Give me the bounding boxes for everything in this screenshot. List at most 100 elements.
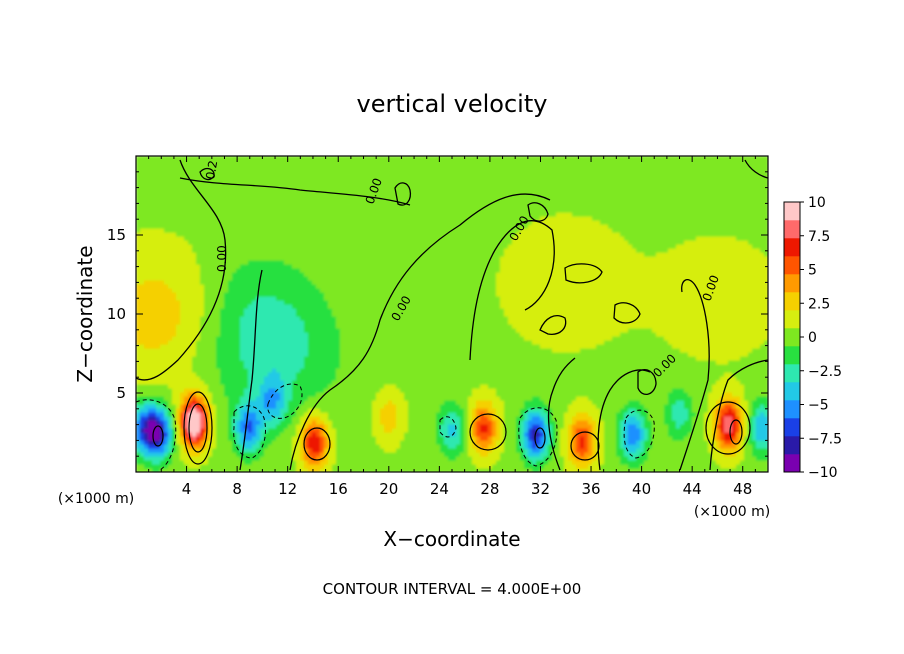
field-cell <box>328 344 333 349</box>
field-cell <box>316 196 321 201</box>
field-cell <box>236 216 241 221</box>
field-cell <box>324 356 329 361</box>
field-cell <box>272 216 277 221</box>
field-cell <box>240 188 245 193</box>
field-cell <box>172 356 177 361</box>
field-cell <box>316 412 321 417</box>
field-cell <box>168 348 173 353</box>
field-cell <box>384 344 389 349</box>
field-cell <box>188 232 193 237</box>
field-cell <box>204 236 209 241</box>
field-cell <box>324 352 329 357</box>
field-cell <box>140 248 145 253</box>
field-cell <box>252 252 257 257</box>
field-cell <box>216 164 221 169</box>
field-cell <box>336 332 341 337</box>
field-cell <box>356 376 361 381</box>
field-cell <box>252 248 257 253</box>
field-cell <box>152 316 157 321</box>
field-cell <box>216 416 221 421</box>
field-cell <box>316 252 321 257</box>
field-cell <box>168 272 173 277</box>
field-cell <box>152 244 157 249</box>
field-cell <box>356 160 361 165</box>
field-cell <box>272 452 277 457</box>
field-cell <box>212 368 217 373</box>
field-cell <box>368 240 373 245</box>
field-cell <box>284 172 289 177</box>
field-cell <box>264 420 269 425</box>
field-cell <box>140 420 145 425</box>
field-cell <box>284 384 289 389</box>
field-cell <box>264 200 269 205</box>
field-cell <box>188 288 193 293</box>
field-cell <box>184 360 189 365</box>
field-cell <box>212 456 217 461</box>
field-cell <box>200 256 205 261</box>
field-cell <box>192 428 197 433</box>
field-cell <box>188 316 193 321</box>
field-cell <box>376 280 381 285</box>
field-cell <box>184 372 189 377</box>
field-cell <box>200 440 205 445</box>
field-cell <box>280 220 285 225</box>
field-cell <box>368 252 373 257</box>
field-cell <box>252 200 257 205</box>
field-cell <box>304 320 309 325</box>
field-cell <box>220 260 225 265</box>
field-cell <box>176 288 181 293</box>
field-cell <box>360 420 365 425</box>
field-cell <box>204 336 209 341</box>
field-cell <box>208 236 213 241</box>
field-cell <box>372 436 377 441</box>
field-cell <box>276 280 281 285</box>
field-cell <box>196 208 201 213</box>
field-cell <box>192 356 197 361</box>
field-cell <box>196 356 201 361</box>
field-cell <box>332 380 337 385</box>
field-cell <box>344 216 349 221</box>
field-cell <box>260 212 265 217</box>
field-cell <box>360 412 365 417</box>
field-cell <box>356 380 361 385</box>
field-cell <box>224 188 229 193</box>
field-cell <box>268 296 273 301</box>
field-cell <box>304 352 309 357</box>
field-cell <box>148 432 153 437</box>
field-cell <box>372 228 377 233</box>
field-cell <box>288 352 293 357</box>
field-cell <box>280 416 285 421</box>
field-cell <box>200 464 205 469</box>
field-cell <box>200 380 205 385</box>
field-cell <box>180 384 185 389</box>
field-cell <box>252 216 257 221</box>
field-cell <box>316 304 321 309</box>
field-cell <box>140 436 145 441</box>
field-cell <box>284 236 289 241</box>
field-cell <box>152 268 157 273</box>
field-cell <box>224 228 229 233</box>
field-cell <box>256 180 261 185</box>
field-cell <box>364 284 369 289</box>
field-cell <box>332 368 337 373</box>
field-cell <box>384 404 389 409</box>
field-cell <box>280 364 285 369</box>
field-cell <box>324 412 329 417</box>
field-cell <box>152 396 157 401</box>
field-cell <box>292 296 297 301</box>
field-cell <box>268 372 273 377</box>
field-cell <box>184 384 189 389</box>
field-cell <box>144 192 149 197</box>
field-cell <box>364 196 369 201</box>
field-cell <box>364 320 369 325</box>
field-cell <box>256 244 261 249</box>
field-cell <box>236 244 241 249</box>
field-cell <box>236 324 241 329</box>
field-cell <box>376 180 381 185</box>
field-cell <box>312 276 317 281</box>
field-cell <box>204 228 209 233</box>
field-cell <box>224 380 229 385</box>
field-cell <box>224 428 229 433</box>
field-cell <box>304 336 309 341</box>
field-cell <box>380 328 385 333</box>
